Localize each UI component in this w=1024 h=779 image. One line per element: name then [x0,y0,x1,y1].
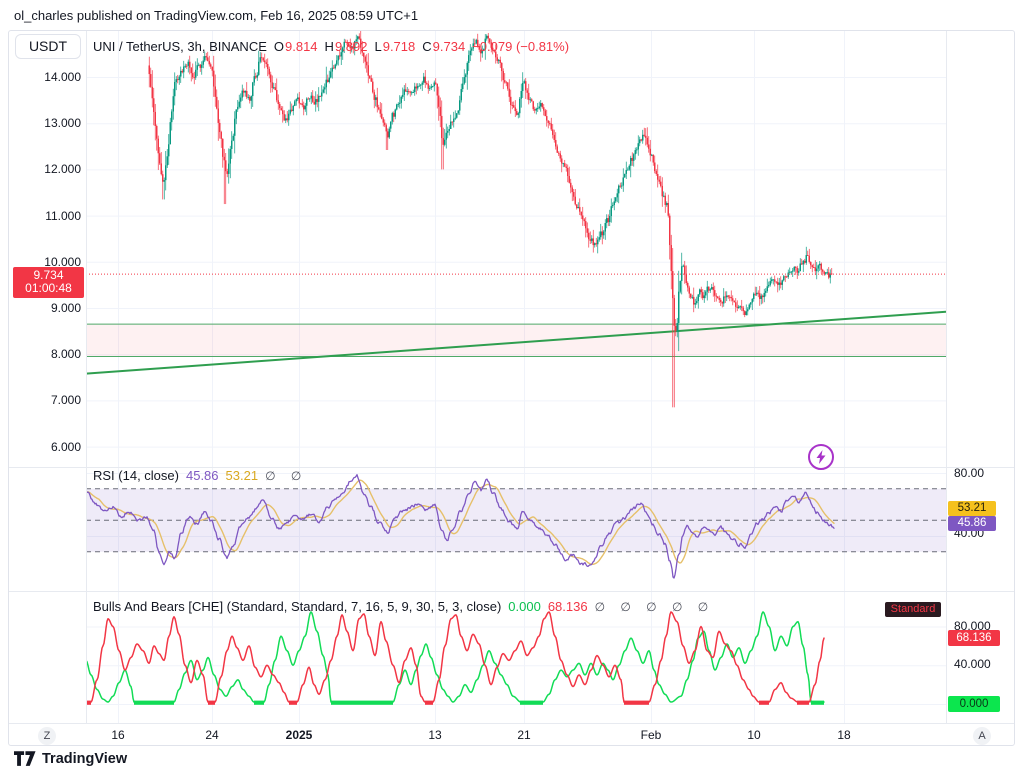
ohlc-low: L 9.718 [374,39,416,54]
ohlc-high: H 9.892 [324,39,368,54]
bnb-pane-separator [9,591,1014,592]
ohlc-open: O 9.814 [273,39,318,54]
price-axis-label: 14.000 [44,70,81,84]
tradingview-icon [14,751,36,766]
time-axis-separator [9,723,1014,724]
change-value: −0.079 (−0.81%) [472,39,570,54]
chart-widget: USDT UNI / TetherUS, 3h, BINANCE O 9.814 … [8,30,1015,746]
right-axis-separator [946,31,947,723]
main-price-chart[interactable] [86,31,946,467]
tradingview-logo-link[interactable]: TradingView [14,751,127,767]
price-axis-label: 8.000 [50,347,81,362]
price-axis-label: 6.000 [50,439,81,454]
current-price-value: 9.734 [33,268,64,282]
time-axis-label: 2025 [285,728,313,742]
price-axis-separator [86,31,87,723]
time-axis-label: 10 [747,728,761,742]
scroll-to-start-button[interactable]: Z [38,727,56,745]
bnb-bulls-value: 0.000 [508,599,541,614]
time-axis-label: 21 [517,728,531,742]
time-axis-label: 18 [837,728,851,742]
bulls-bears-indicator-chart[interactable] [86,591,946,723]
price-axis-label: 10.000 [44,254,81,269]
price-axis-label: 12.000 [44,162,81,177]
bnb-title[interactable]: Bulls And Bears [CHE] (Standard, Standar… [93,599,502,614]
bnb-standard-badge: Standard [885,602,941,617]
tradingview-brand-text: TradingView [42,751,128,767]
ohlc-close: C 9.734 [422,39,466,54]
rsi-axis-80: 80.00 [954,466,985,480]
bnb-bears-value: 68.136 [547,599,588,614]
rsi-hidden-values-icon: ∅ ∅ [265,468,308,483]
rsi-ma-value: 53.21 [225,468,259,483]
current-price-badge: 9.734 01:00:48 [13,267,84,298]
currency-toggle-button[interactable]: USDT [15,34,81,59]
lightning-icon [816,450,826,464]
bnb-bears-badge: 68.136 [948,630,1000,646]
rsi-title[interactable]: RSI (14, close) [93,468,179,483]
rsi-indicator-chart[interactable] [86,467,946,591]
rsi-value: 45.86 [185,468,219,483]
scroll-to-end-button[interactable]: A [973,727,991,745]
price-axis-label: 9.000 [50,301,81,315]
time-axis-label: 13 [428,728,442,742]
price-axis-label: 7.000 [50,393,81,408]
bnb-axis-80: 80.000 [954,619,991,633]
bnb-hidden-values-icon: ∅ ∅ ∅ ∅ ∅ [594,599,715,614]
bnb-axis-40: 40.000 [954,657,991,671]
instant-order-lightning-button[interactable] [808,444,834,470]
rsi-ma-badge: 53.21 [948,501,996,516]
bnb-legend: Bulls And Bears [CHE] (Standard, Standar… [93,599,714,614]
attribution-text: ol_charles published on TradingView.com,… [14,8,419,23]
time-axis-label: 16 [111,728,125,742]
symbol-title[interactable]: UNI / TetherUS, 3h, BINANCE [93,39,267,54]
price-axis-label: 13.000 [44,116,81,131]
time-axis-label: Feb [640,728,662,742]
rsi-value-badge: 45.86 [948,516,996,531]
rsi-pane-separator [9,467,1014,468]
bar-countdown: 01:00:48 [25,281,72,295]
time-axis-label: 24 [205,728,219,742]
rsi-legend: RSI (14, close) 45.86 53.21 ∅ ∅ [93,468,307,483]
bnb-bulls-badge: 0.000 [948,696,1000,712]
price-axis-label: 11.000 [45,208,81,223]
main-chart-legend: UNI / TetherUS, 3h, BINANCE O 9.814 H 9.89… [93,39,569,54]
